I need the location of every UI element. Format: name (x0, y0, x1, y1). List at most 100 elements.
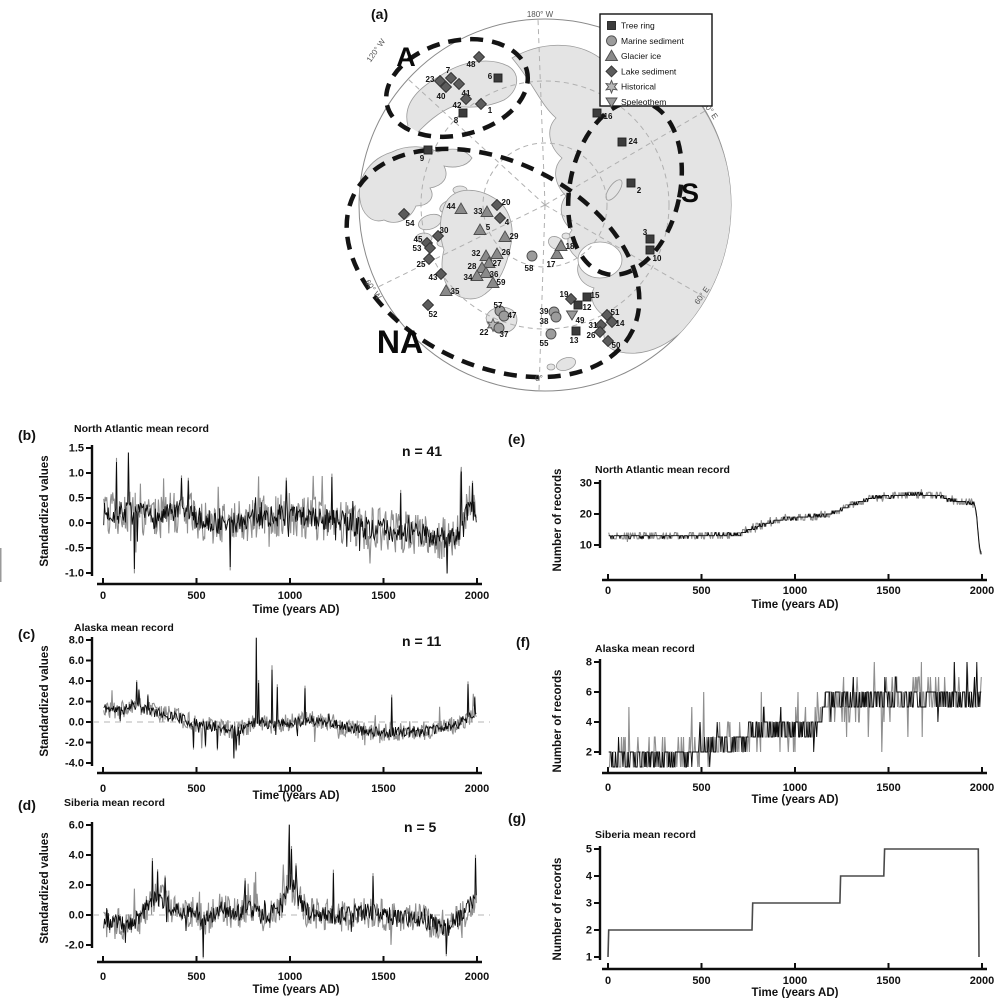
x-tick-label: 500 (692, 585, 710, 597)
y-tick-label: -1.0 (65, 568, 84, 580)
y-tick-label: 4.0 (69, 676, 84, 688)
tree-ring-marker-icon (617, 137, 627, 147)
series-range-gray (608, 489, 982, 555)
marker-number: 14 (616, 319, 625, 328)
x-tick-label: 500 (187, 590, 205, 602)
y-tick-label: 6 (586, 687, 592, 699)
lake-sediment-marker-icon (490, 198, 504, 212)
marker-number: 58 (525, 264, 534, 273)
y-tick-label: 5 (586, 844, 592, 856)
marker-number: 9 (420, 154, 425, 163)
marker-number: 34 (464, 273, 473, 282)
marker-number: 2 (637, 186, 642, 195)
marker-number: 49 (576, 316, 585, 325)
glacier-ice-marker-icon (486, 276, 500, 288)
y-tick-label: 0.0 (69, 518, 84, 530)
marker-number: 20 (502, 198, 511, 207)
marker-number: 15 (591, 291, 600, 300)
y-tick-label: -2.0 (65, 940, 84, 952)
panel-b: (b) North Atlantic mean record n = 41 St… (18, 423, 489, 616)
panel-label-d: (d) (18, 797, 36, 813)
y-tick-label: 20 (580, 509, 592, 521)
x-tick-label: 0 (100, 783, 106, 795)
legend-item-label: Speleothem (621, 97, 666, 107)
marker-number: 22 (480, 328, 489, 337)
speleothem-marker-icon (565, 310, 579, 321)
chart-title-f: Alaska mean record (595, 643, 695, 655)
panel-label-f: (f) (516, 634, 530, 650)
region-ellipse-alaska (383, 36, 531, 140)
legend-item-label: Marine sediment (621, 36, 684, 46)
marker-number: 39 (540, 307, 549, 316)
historical-marker-icon (486, 317, 500, 333)
marker-number: 43 (429, 273, 438, 282)
tree-ring-marker-icon (458, 108, 468, 118)
marker-number: 24 (629, 137, 638, 146)
panel-label-a: (a) (371, 6, 388, 22)
x-tick-label: 0 (100, 590, 106, 602)
chart-title-d: Siberia mean record (64, 797, 165, 809)
lake-sediment-marker-icon (421, 298, 435, 312)
chart-title-b: North Atlantic mean record (74, 423, 209, 435)
tree-ring-marker-icon (645, 245, 655, 255)
x-tick-label: 1500 (876, 585, 900, 597)
glacier-ice-marker-icon (490, 247, 504, 259)
y-tick-label: -0.5 (65, 543, 84, 555)
map-land-group (359, 19, 731, 391)
region-label-a: A (396, 42, 416, 72)
marker-number: 1 (488, 106, 493, 115)
legend-item-label: Lake sediment (621, 66, 677, 76)
x-tick-label: 0 (100, 971, 106, 983)
glacier-ice-marker-icon (439, 284, 453, 296)
x-tick-label: 2000 (970, 782, 994, 794)
lake-sediment-marker-icon (439, 80, 453, 94)
tree-ring-marker-icon (423, 145, 433, 155)
x-tick-label: 1500 (876, 782, 900, 794)
series-mean-black (103, 452, 477, 574)
x-tick-label: 1000 (278, 590, 302, 602)
marker-number: 19 (560, 290, 569, 299)
panel-f: (f) Alaska mean record Number of records… (516, 634, 994, 806)
chart-title-e: North Atlantic mean record (595, 464, 730, 476)
x-axis-label-g: Time (years AD) (752, 987, 839, 998)
land-ireland (546, 363, 556, 371)
chart-title-c: Alaska mean record (74, 622, 174, 634)
x-tick-label: 500 (187, 971, 205, 983)
y-tick-label: 10 (580, 540, 592, 552)
panel-c: (c) Alaska mean record n = 11 Standardiz… (18, 622, 490, 802)
y-tick-label: 2 (586, 925, 592, 937)
chart-area-c: 8.0 6.0 4.0 2.0 0.0 -2.0 -4.0 0 500 1000 1500 2000 (65, 635, 490, 795)
panel-d: (d) Siberia mean record n = 5 Standardiz… (18, 797, 490, 996)
land-canada (359, 146, 473, 223)
chart-area-g: 5 4 3 2 1 0 500 1000 1500 2000 (586, 844, 994, 988)
legend-item-label: Tree ring (621, 21, 655, 31)
marker-number: 13 (570, 336, 579, 345)
y-axis-label-e: Number of records (552, 469, 564, 572)
panel-label-e: (e) (508, 431, 525, 447)
marker-number: 37 (500, 330, 509, 339)
lake-sediment-marker-icon (593, 325, 607, 339)
x-tick-label: 1500 (371, 971, 395, 983)
x-axis-label-d: Time (years AD) (253, 984, 340, 996)
land-svalbard (561, 232, 571, 240)
x-tick-label: 2000 (465, 971, 489, 983)
marker-number: 45 (414, 235, 423, 244)
y-tick-label: 4 (586, 717, 593, 729)
marker-number: 6 (488, 72, 493, 81)
marker-number: 26 (502, 248, 511, 257)
y-tick-label: 0.0 (69, 910, 84, 922)
lake-sediment-marker-icon (600, 308, 614, 322)
y-tick-label: 8.0 (69, 635, 84, 647)
series-step-line (607, 848, 980, 958)
legend-box (599, 13, 713, 107)
marker-number: 28 (468, 262, 477, 271)
marker-number: 30 (440, 226, 449, 235)
x-tick-label: 2000 (465, 590, 489, 602)
marker-number: 57 (494, 301, 503, 310)
region-label-na: NA (377, 324, 423, 360)
x-tick-label: 2000 (465, 783, 489, 795)
marker-number: 17 (547, 260, 556, 269)
marker-number: 51 (611, 308, 620, 317)
y-axis-label-c: Standardized values (39, 645, 51, 756)
chart-area-d: 6.0 4.0 2.0 0.0 -2.0 0 500 1000 1500 2000 (65, 820, 490, 983)
